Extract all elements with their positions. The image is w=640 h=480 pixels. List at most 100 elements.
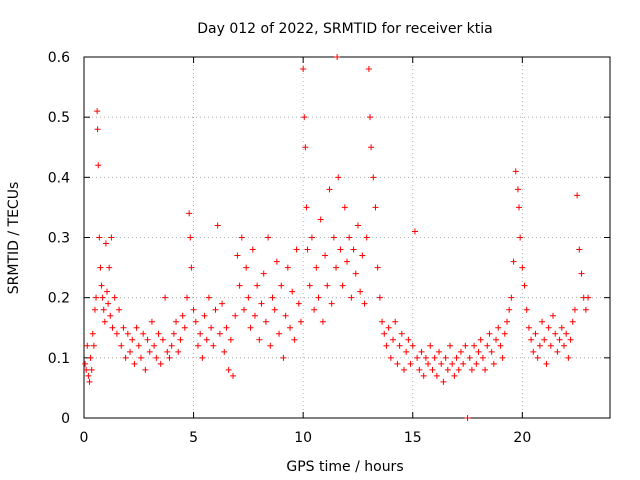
data-point — [291, 336, 298, 343]
data-point — [550, 312, 557, 319]
data-point — [407, 360, 414, 367]
data-point — [534, 354, 541, 361]
data-point — [326, 186, 333, 193]
data-point — [88, 366, 95, 373]
data-point — [425, 360, 432, 367]
data-point — [569, 318, 576, 325]
data-point — [453, 354, 460, 361]
data-point — [153, 354, 160, 361]
data-point — [97, 264, 104, 271]
data-point — [514, 186, 521, 193]
data-point — [137, 354, 144, 361]
data-point — [199, 354, 206, 361]
data-point — [541, 336, 548, 343]
data-point — [104, 288, 111, 295]
data-point — [545, 324, 552, 331]
data-point — [479, 354, 486, 361]
data-point — [287, 324, 294, 331]
data-point — [140, 330, 147, 337]
data-point — [87, 354, 94, 361]
data-point — [433, 372, 440, 379]
data-point — [451, 372, 458, 379]
data-point — [240, 306, 247, 313]
data-point — [554, 348, 561, 355]
data-point — [442, 354, 449, 361]
data-point — [85, 372, 92, 379]
data-point — [168, 342, 175, 349]
data-point — [444, 366, 451, 373]
data-point — [116, 306, 123, 313]
y-tick-label: 0 — [61, 411, 70, 427]
data-point — [367, 114, 374, 121]
data-point — [155, 330, 162, 337]
data-point — [387, 354, 394, 361]
data-point — [107, 312, 114, 319]
data-point — [460, 360, 467, 367]
y-tick-label: 0.5 — [48, 110, 70, 126]
x-axis-label: GPS time / hours — [286, 459, 403, 475]
x-tick-label: 10 — [294, 430, 312, 446]
data-point — [447, 342, 454, 349]
data-point — [341, 204, 348, 211]
data-point — [473, 360, 480, 367]
data-point — [328, 300, 335, 307]
data-point — [95, 162, 102, 169]
data-point — [273, 258, 280, 265]
data-point — [567, 336, 574, 343]
data-point — [436, 348, 443, 355]
y-tick-label: 0.6 — [48, 50, 70, 66]
data-point — [510, 258, 517, 265]
data-point — [258, 300, 265, 307]
data-point — [438, 360, 445, 367]
data-point — [278, 282, 285, 289]
data-point — [455, 366, 462, 373]
data-point — [208, 324, 215, 331]
data-point — [188, 264, 195, 271]
data-point — [409, 342, 416, 349]
data-point — [330, 234, 337, 241]
data-point — [109, 324, 116, 331]
data-point — [383, 342, 390, 349]
data-point — [427, 342, 434, 349]
x-tick-label: 20 — [513, 430, 531, 446]
data-point — [216, 330, 223, 337]
data-point — [111, 294, 118, 301]
data-point — [574, 192, 581, 199]
data-point — [484, 342, 491, 349]
data-point — [374, 264, 381, 271]
data-point — [420, 372, 427, 379]
data-point — [131, 360, 138, 367]
data-point — [234, 252, 241, 259]
data-point — [203, 336, 210, 343]
axis-ticks: 0 0.1 0.2 0.3 0.4 0.5 0.6 0 5 10 15 20 — [48, 50, 610, 446]
data-point — [177, 336, 184, 343]
data-point — [101, 318, 108, 325]
data-point — [230, 372, 237, 379]
data-point — [306, 282, 313, 289]
data-point — [300, 66, 307, 73]
data-point — [99, 294, 106, 301]
data-point — [106, 264, 113, 271]
data-point — [558, 324, 565, 331]
data-point — [556, 336, 563, 343]
data-point — [133, 324, 140, 331]
data-point — [100, 306, 107, 313]
data-point — [370, 174, 377, 181]
data-point — [173, 318, 180, 325]
data-point — [536, 342, 543, 349]
data-point — [414, 354, 421, 361]
data-point — [260, 270, 267, 277]
data-point — [563, 330, 570, 337]
data-point — [394, 360, 401, 367]
data-point — [113, 330, 120, 337]
data-point — [416, 366, 423, 373]
data-point — [212, 306, 219, 313]
data-point — [368, 144, 375, 151]
data-point — [508, 294, 515, 301]
data-point — [475, 348, 482, 355]
data-point — [151, 342, 158, 349]
data-point — [506, 306, 513, 313]
data-point — [251, 312, 258, 319]
data-point — [105, 300, 112, 307]
data-point — [197, 330, 204, 337]
